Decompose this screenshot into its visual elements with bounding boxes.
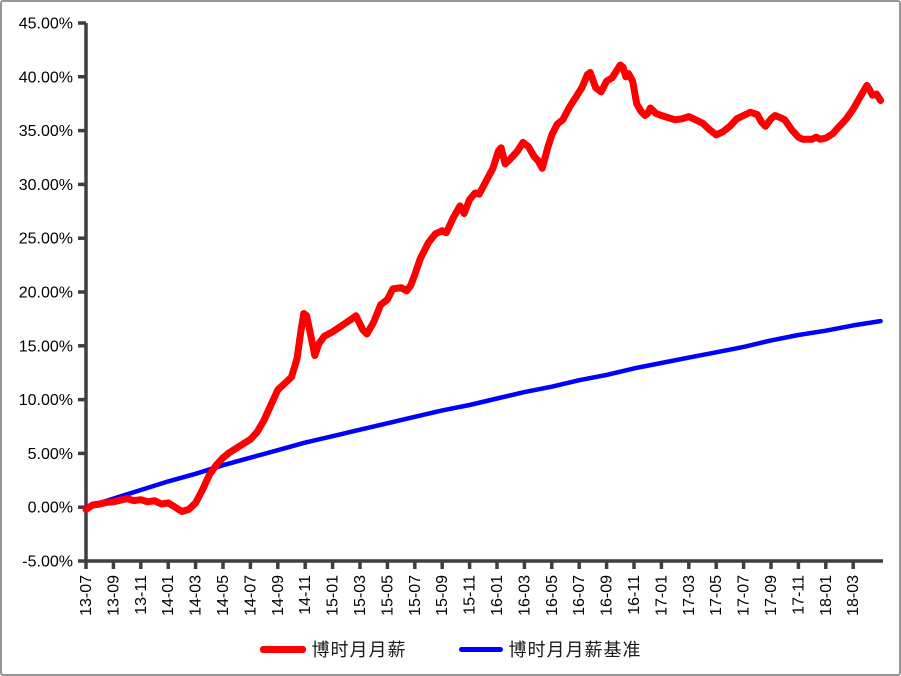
y-tick-label: -5.00% [22,554,73,571]
x-tick-label: 14-11 [297,575,314,615]
x-tick-label: 17-05 [708,575,725,616]
x-tick-label: 16-09 [599,575,616,616]
fund-line-swatch [259,645,306,653]
fund-line [82,61,885,515]
x-tick-label: 13-11 [133,575,150,615]
x-tick-label: 15-03 [352,575,369,616]
x-tick-label: 14-05 [215,575,232,616]
x-tick-label: 14-03 [188,575,205,616]
legend-item-benchmark: 博时月月薪基准 [458,636,642,662]
y-tick-label: 15.00% [19,338,73,355]
y-tick-label: 40.00% [19,69,73,86]
y-tick-label: 10.00% [19,392,73,409]
fund-legend-label: 博时月月薪 [311,640,407,660]
legend-item-fund: 博时月月薪 [259,636,407,662]
x-tick-label: 16-07 [571,575,588,616]
x-tick-label: 15-07 [407,575,424,616]
y-tick-label: 35.00% [19,123,73,140]
x-tick-label: 16-01 [489,575,506,616]
legend: 博时月月薪 博时月月薪基准 [2,636,899,662]
x-tick-label: 17-11 [790,575,807,615]
x-tick-label: 16-05 [544,575,561,616]
x-tick-label: 15-09 [434,575,451,616]
x-tick-label: 15-11 [462,575,479,615]
x-tick-label: 13-09 [105,575,122,616]
x-tick-label: 15-01 [325,575,342,616]
x-tick-label: 14-01 [160,575,177,616]
x-tick-label: 18-01 [818,575,835,616]
y-tick-label: 45.00% [19,16,73,33]
y-tick-label: 25.00% [19,231,73,248]
x-tick-label: 18-03 [845,575,862,616]
x-tick-label: 14-07 [242,575,259,616]
x-tick-label: 16-03 [516,575,533,616]
x-tick-label: 13-07 [78,575,95,616]
y-tick-label: 0.00% [28,500,73,517]
x-tick-label: 17-01 [653,575,670,616]
y-tick-label: 5.00% [28,446,73,463]
x-tick-label: 17-03 [681,575,698,616]
benchmark-legend-label: 博时月月薪基准 [508,640,642,660]
x-tick-label: 15-05 [379,575,396,616]
y-tick-label: 30.00% [19,177,73,194]
benchmark-line-swatch [458,646,503,652]
x-tick-label: 16-11 [626,575,643,615]
y-tick-label: 20.00% [19,285,73,302]
x-tick-label: 17-07 [736,575,753,616]
x-tick-label: 14-09 [270,575,287,616]
x-tick-label: 17-09 [763,575,780,616]
